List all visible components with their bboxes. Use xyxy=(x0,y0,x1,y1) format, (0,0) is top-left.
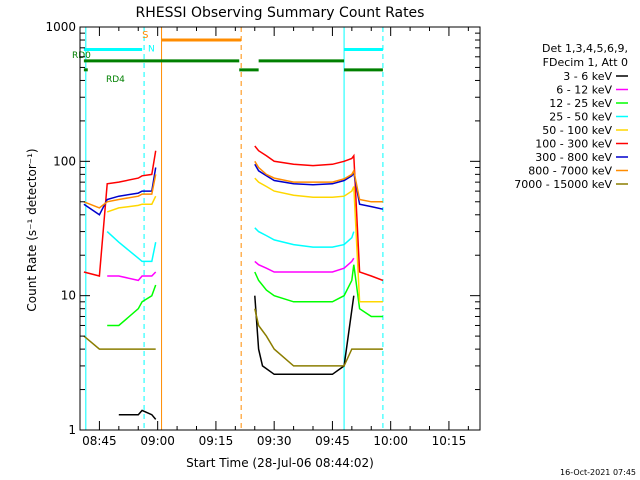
legend-label: 12 - 25 keV xyxy=(549,97,612,110)
plot-frame xyxy=(79,26,481,431)
y-axis-label: Count Rate (s⁻¹ detector⁻¹) xyxy=(25,148,39,311)
legend-label: 50 - 100 keV xyxy=(542,124,612,137)
timestamp: 16-Oct-2021 07:45 xyxy=(560,468,636,477)
series-line xyxy=(83,174,157,209)
series-line xyxy=(118,409,157,420)
series-lines xyxy=(83,145,384,420)
x-tick-label: 09:15 xyxy=(199,434,234,448)
y-tick-label: 1 xyxy=(68,423,76,437)
x-tick-label: 09:00 xyxy=(140,434,175,448)
legend-label: 800 - 7000 keV xyxy=(528,165,612,178)
series-line xyxy=(254,295,355,376)
legend: Det 1,3,4,5,6,9, FDecim 1, Att 0 3 - 6 k… xyxy=(514,42,628,191)
series-line xyxy=(107,271,157,282)
series-line xyxy=(254,177,383,303)
legend-header-line-2: FDecim 1, Att 0 xyxy=(543,56,628,69)
x-tick-label: 10:15 xyxy=(432,434,467,448)
state-bars: SN RD0 RD4 xyxy=(72,30,383,85)
axes: 08:45 09:00 09:15 09:30 09:45 10:00 10:15 1 10 10… xyxy=(45,20,480,448)
series-line xyxy=(254,145,384,282)
x-tick-label: 10:00 xyxy=(373,434,408,448)
legend-header-line-1: Det 1,3,4,5,6,9, xyxy=(542,42,628,55)
series-line xyxy=(83,335,156,350)
series-line xyxy=(107,284,157,327)
series-line xyxy=(254,160,383,203)
state-bar-label: RD4 xyxy=(106,75,125,85)
y-tick-label: 10 xyxy=(61,289,76,303)
series-line xyxy=(106,195,157,213)
legend-label: 6 - 12 keV xyxy=(556,84,612,97)
legend-label: 100 - 300 keV xyxy=(535,138,612,151)
series-line xyxy=(254,163,384,210)
legend-label: 7000 - 15000 keV xyxy=(514,178,612,191)
x-tick-label: 09:45 xyxy=(315,434,350,448)
legend-label: 300 - 800 keV xyxy=(535,151,612,164)
vertical-markers xyxy=(85,27,384,430)
x-tick-label: 08:45 xyxy=(82,434,117,448)
legend-label: 25 - 50 keV xyxy=(549,111,612,124)
series-line xyxy=(83,150,157,277)
state-bar-label: S xyxy=(142,30,148,41)
state-bar-label: RD0 xyxy=(72,51,91,61)
series-line xyxy=(254,264,383,318)
y-tick-label: 1000 xyxy=(45,20,76,34)
x-axis-label: Start Time (28-Jul-06 08:44:02) xyxy=(186,456,374,470)
series-line xyxy=(106,231,157,263)
state-bar-label: N xyxy=(148,44,155,54)
legend-label: 3 - 6 keV xyxy=(563,70,612,83)
x-tick-label: 09:30 xyxy=(257,434,292,448)
y-tick-label: 100 xyxy=(53,154,76,168)
series-line xyxy=(254,257,355,273)
series-line xyxy=(83,167,157,216)
series-line xyxy=(254,308,383,367)
series-line xyxy=(254,227,355,248)
chart-title: RHESSI Observing Summary Count Rates xyxy=(136,5,425,21)
